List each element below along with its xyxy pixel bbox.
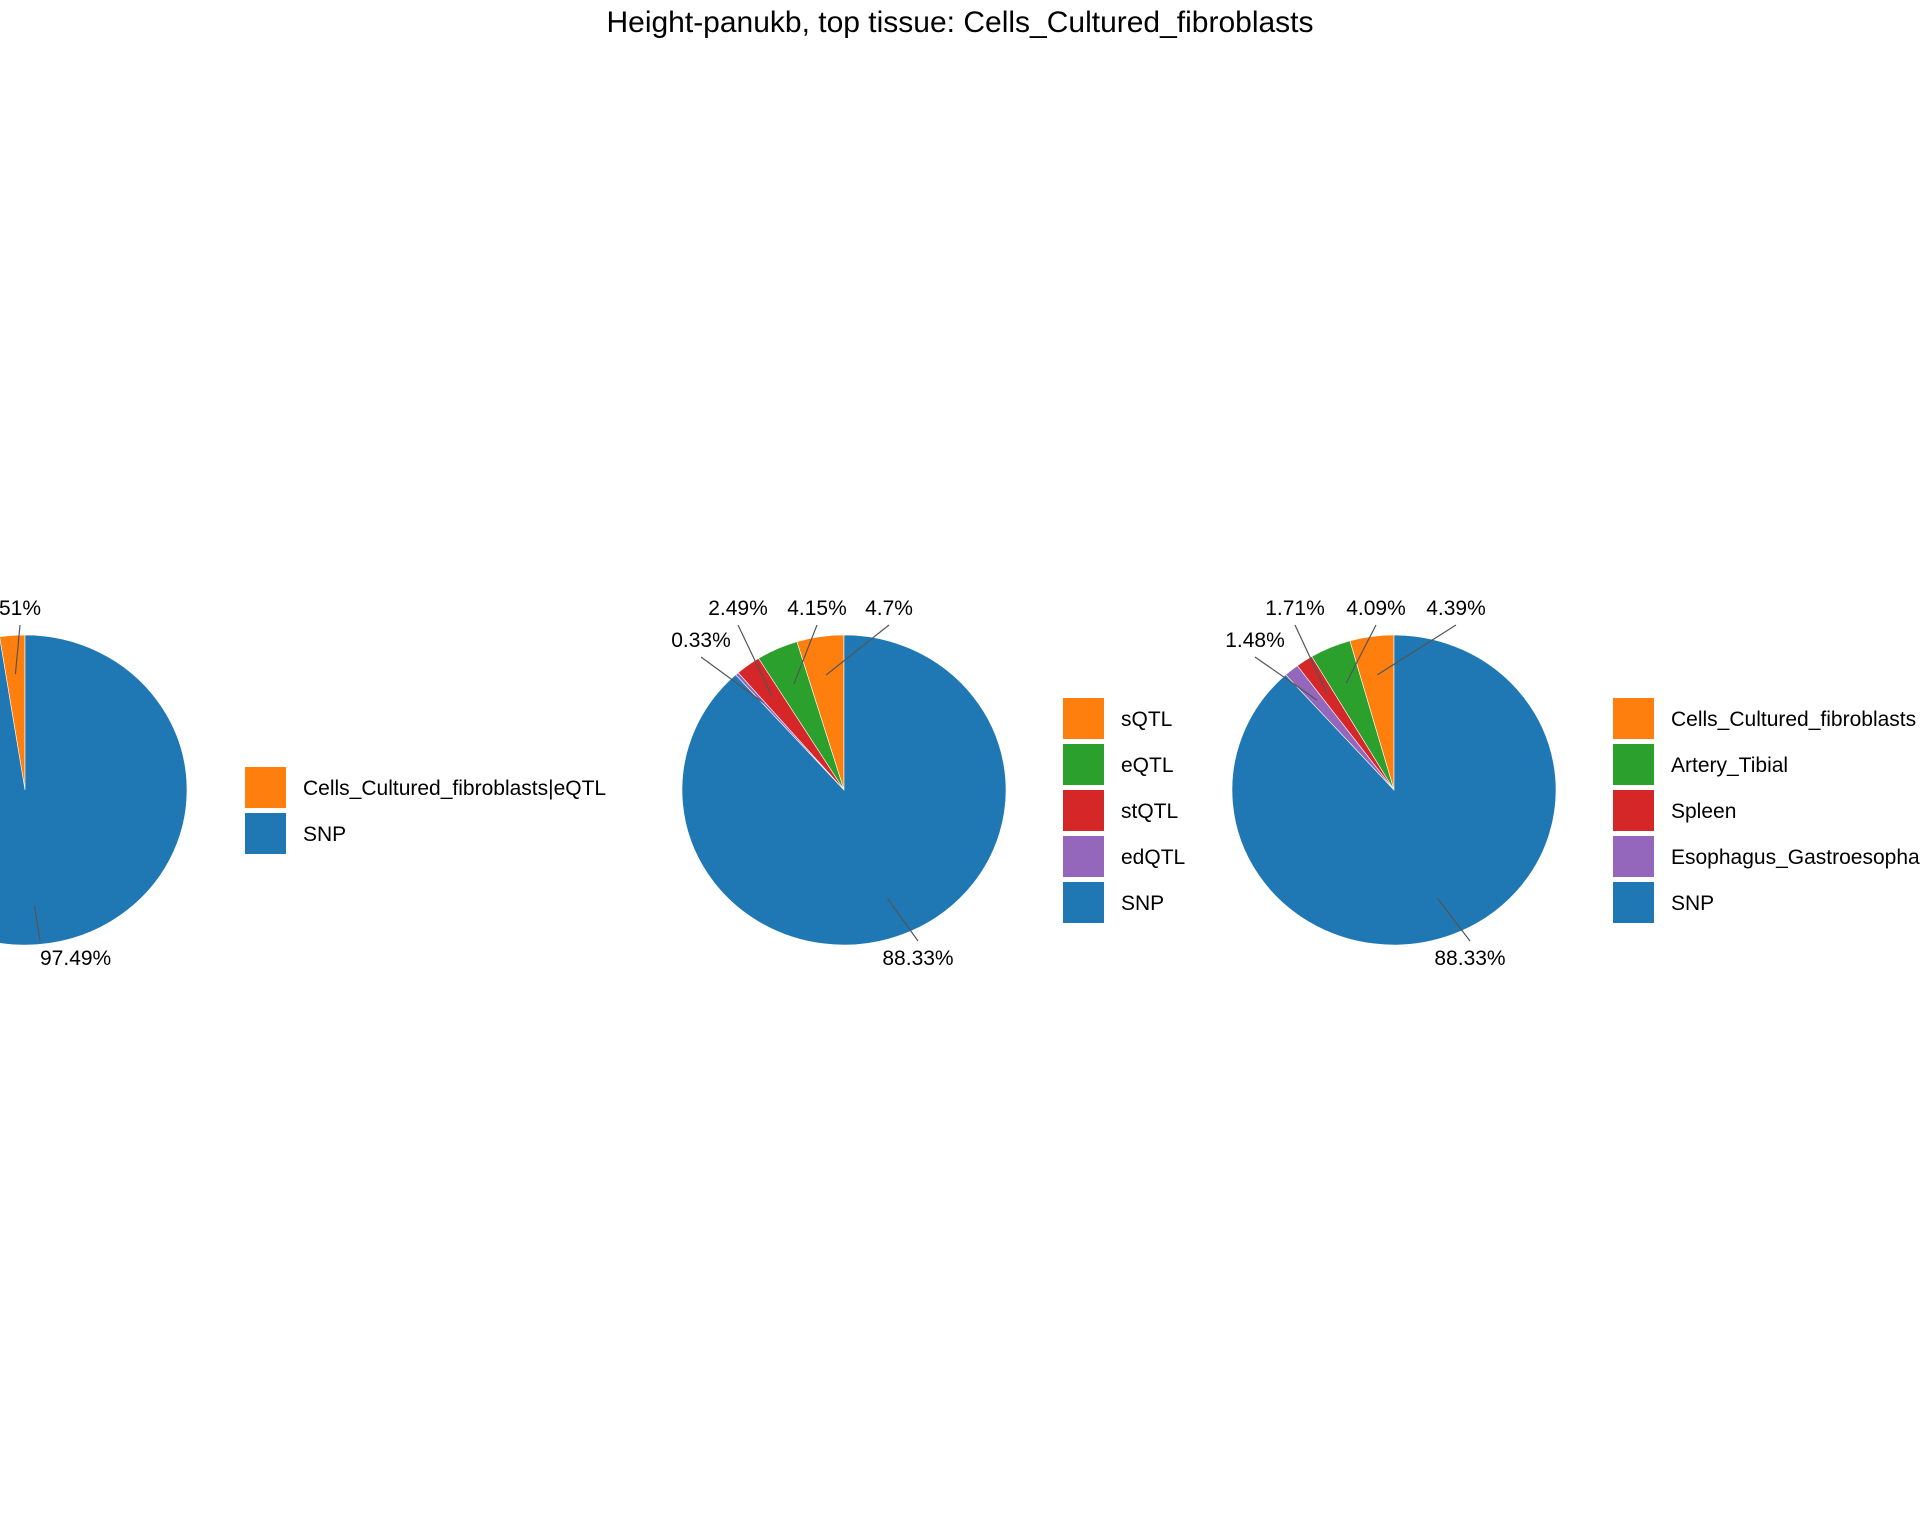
slice-value-label: 4.39% bbox=[1426, 597, 1486, 620]
pie-chart-2: 4.7% 4.15% 2.49% 0.33% 88.33% sQTL eQTL stQTL ed… bbox=[671, 597, 1185, 970]
legend-label: Artery_Tibial bbox=[1671, 754, 1788, 777]
legend: sQTL eQTL stQTL edQTL SNP bbox=[1063, 698, 1185, 923]
slice-value-label: 1.48% bbox=[1225, 629, 1285, 652]
legend-label: SNP bbox=[1121, 892, 1164, 915]
slice-value-label: 2.49% bbox=[708, 597, 768, 620]
slice-value-label: 97.49% bbox=[40, 947, 111, 970]
pie-slice-snp bbox=[681, 634, 1007, 946]
slice-value-label: 4.7% bbox=[865, 597, 913, 620]
legend: Cells_Cultured_fibroblasts|eQTL SNP bbox=[245, 767, 606, 854]
slice-value-label: 4.09% bbox=[1346, 597, 1406, 620]
legend-label: Cells_Cultured_fibroblasts bbox=[1671, 708, 1916, 731]
label-leader-line bbox=[825, 624, 890, 676]
label-leader-line bbox=[737, 624, 773, 697]
slice-value-label: 88.33% bbox=[882, 947, 953, 970]
legend-swatch bbox=[1063, 744, 1104, 785]
pie-chart-3: 4.39% 4.09% 1.71% 1.48% 88.33% Cells_Cultured… bbox=[1225, 597, 1920, 970]
legend-swatch bbox=[1063, 698, 1104, 739]
legend-swatch bbox=[245, 767, 286, 808]
legend-label: Esophagus_Gastroesophageal_Junction bbox=[1671, 846, 1920, 869]
legend-swatch bbox=[1613, 790, 1654, 831]
label-leader-line bbox=[1345, 624, 1377, 684]
legend-swatch bbox=[1613, 882, 1654, 923]
legend-label: Spleen bbox=[1671, 800, 1736, 823]
slice-value-label: 4.15% bbox=[787, 597, 847, 620]
slice-value-label: 51% bbox=[0, 597, 41, 620]
chart-title: Height-panukb, top tissue: Cells_Culture… bbox=[606, 6, 1314, 39]
label-leader-line bbox=[33, 905, 41, 942]
legend: Cells_Cultured_fibroblasts Artery_Tibial S… bbox=[1613, 698, 1920, 923]
legend-label: Cells_Cultured_fibroblasts|eQTL bbox=[303, 777, 606, 800]
legend-label: sQTL bbox=[1121, 708, 1172, 731]
legend-swatch bbox=[1613, 698, 1654, 739]
label-leader-line bbox=[700, 656, 764, 704]
legend-label: stQTL bbox=[1121, 800, 1178, 823]
legend-swatch bbox=[245, 813, 286, 854]
label-leader-line bbox=[1254, 656, 1318, 701]
label-leader-line bbox=[14, 624, 21, 675]
pie-slice-snp bbox=[0, 634, 188, 946]
legend-swatch bbox=[1063, 882, 1104, 923]
pie-chart-1: 51% 97.49% Cells_Cultured_fibroblasts|eQTL… bbox=[0, 597, 606, 970]
label-leader-line bbox=[793, 624, 818, 685]
label-leader-line bbox=[1294, 624, 1328, 694]
legend-label: edQTL bbox=[1121, 846, 1185, 869]
slice-value-label: 88.33% bbox=[1434, 947, 1505, 970]
pie-slice-snp bbox=[1231, 634, 1557, 946]
label-leader-line bbox=[1376, 624, 1457, 676]
slice-value-label: 0.33% bbox=[671, 629, 731, 652]
legend-label: SNP bbox=[1671, 892, 1714, 915]
slice-value-label: 1.71% bbox=[1265, 597, 1325, 620]
label-leader-line bbox=[1437, 898, 1471, 942]
legend-swatch bbox=[1613, 744, 1654, 785]
legend-swatch bbox=[1063, 836, 1104, 877]
label-leader-line bbox=[887, 898, 919, 942]
legend-swatch bbox=[1063, 790, 1104, 831]
legend-label: eQTL bbox=[1121, 754, 1174, 777]
legend-swatch bbox=[1613, 836, 1654, 877]
legend-label: SNP bbox=[303, 823, 346, 846]
